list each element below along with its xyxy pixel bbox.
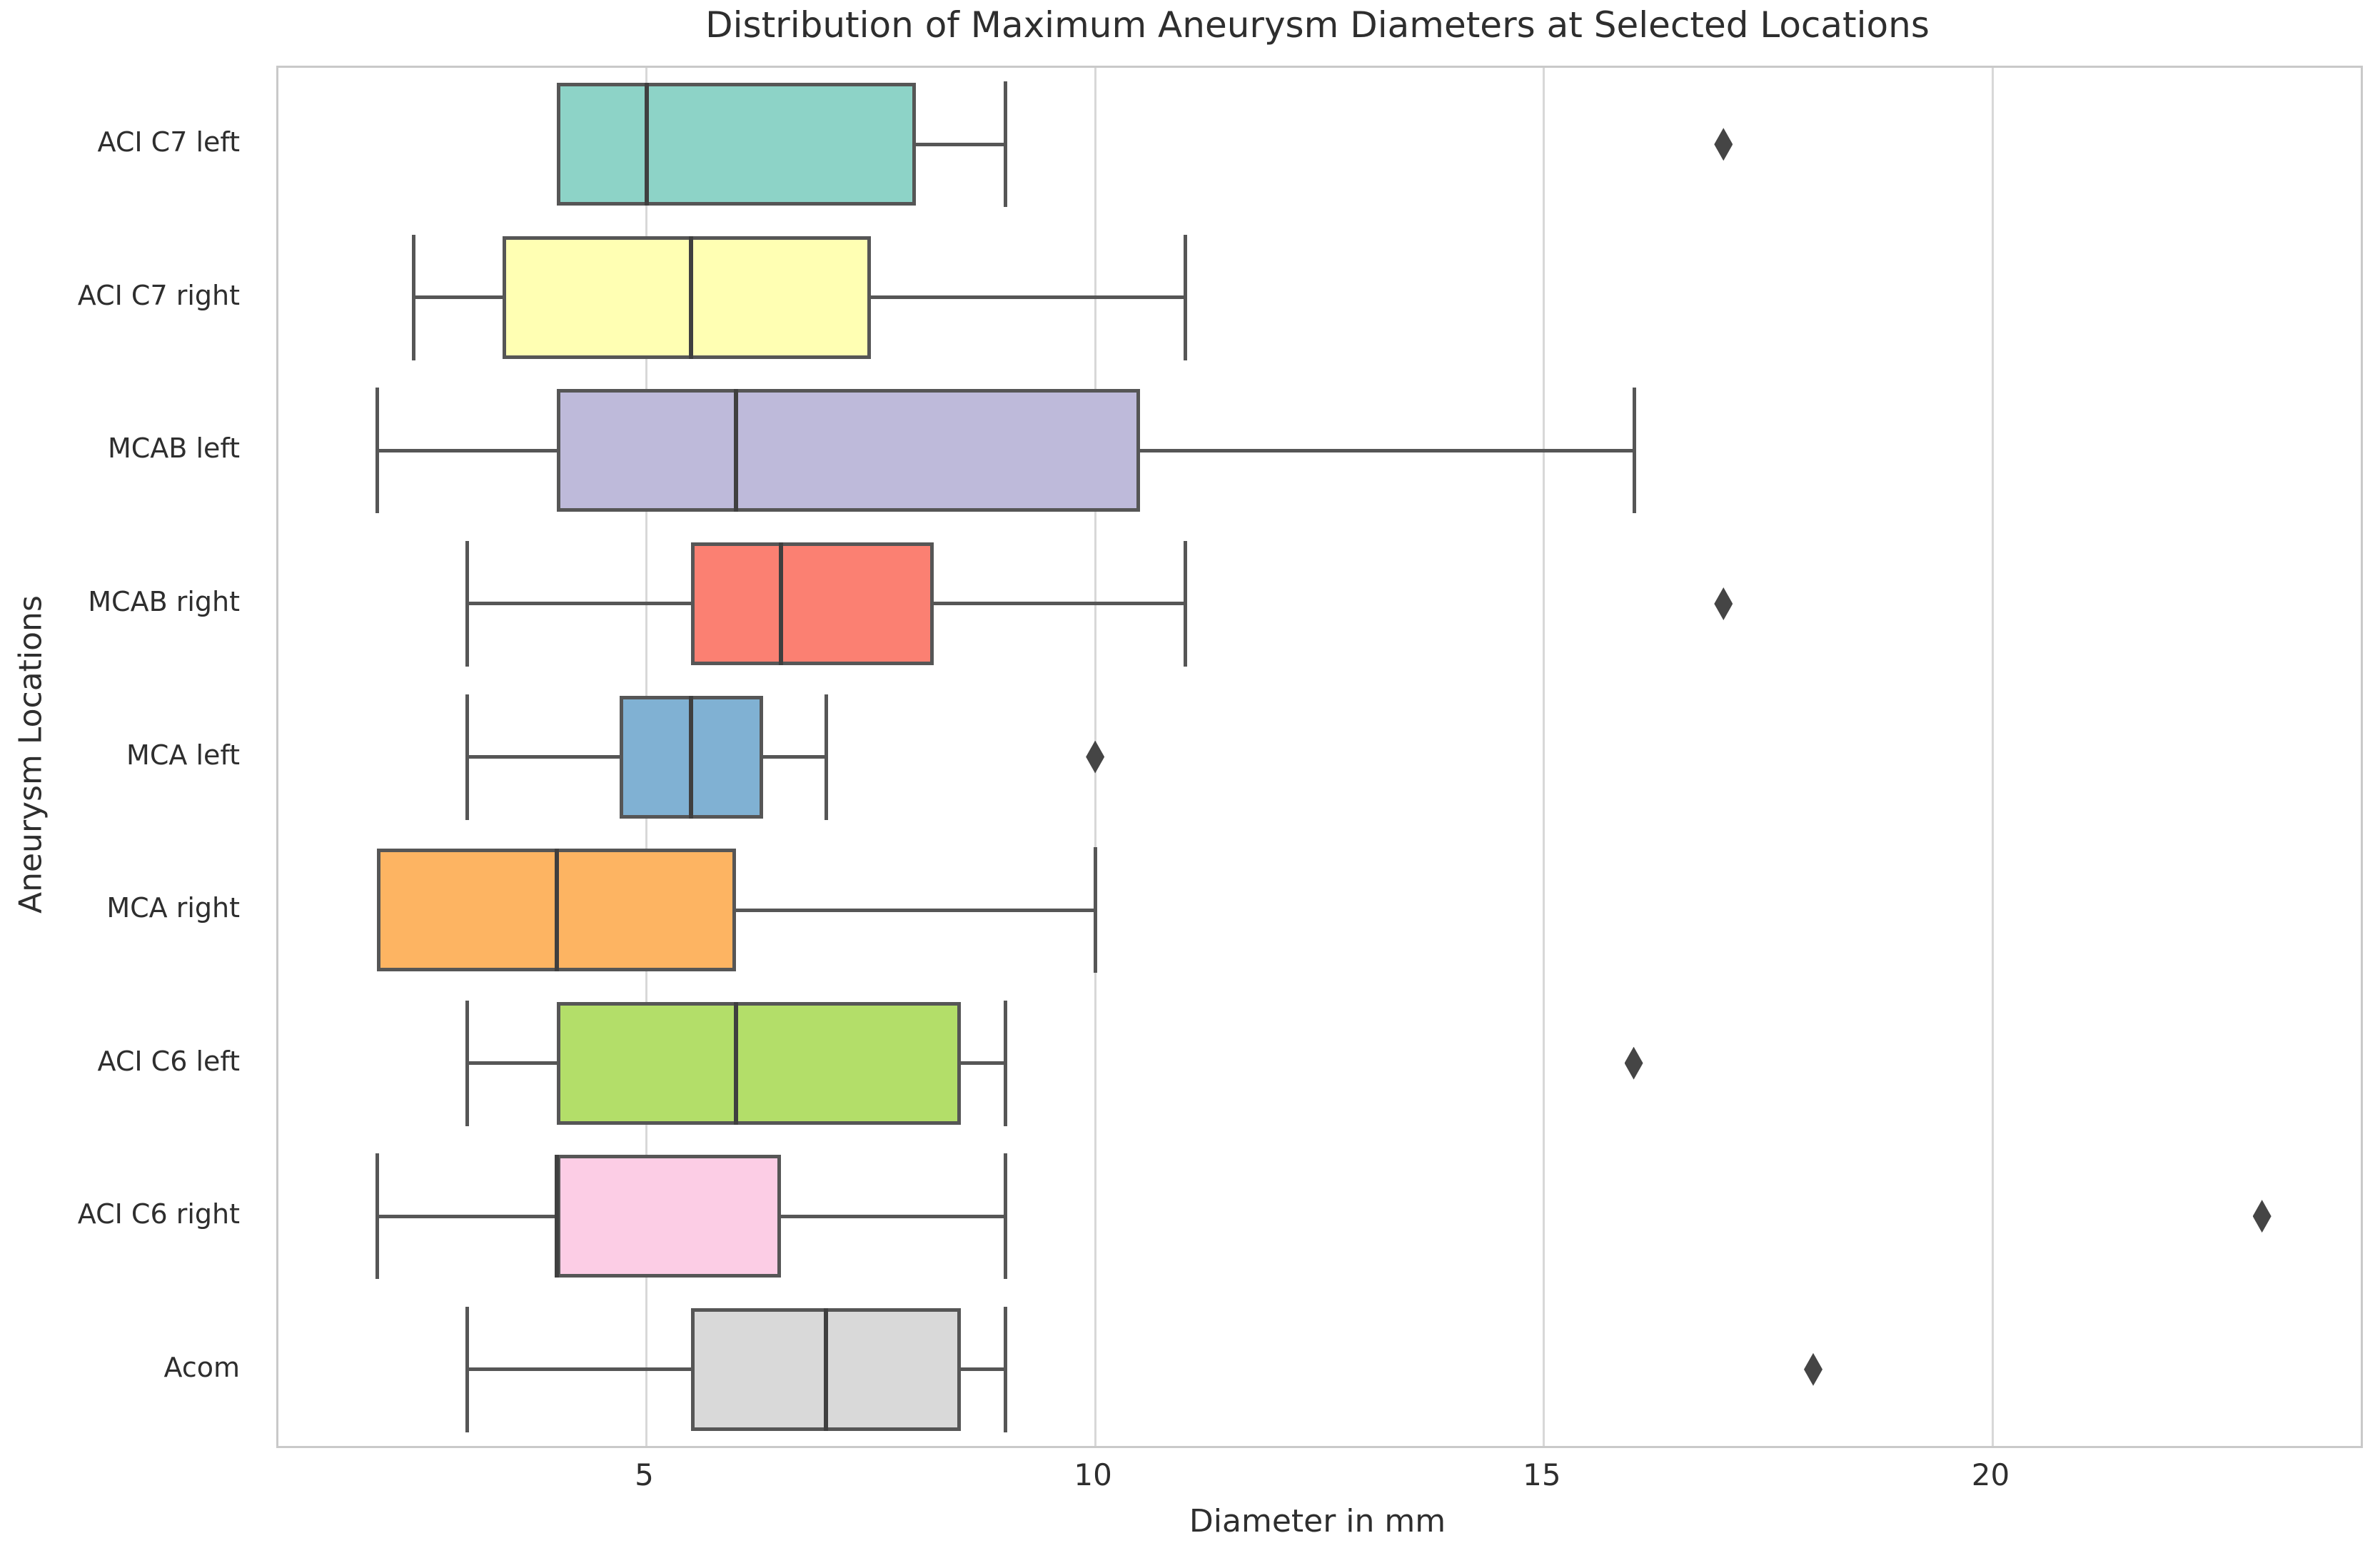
median-line	[779, 542, 784, 665]
median-line	[644, 83, 649, 206]
whisker-low	[377, 1214, 557, 1218]
outlier-marker	[1714, 128, 1733, 161]
gridline	[1543, 68, 1546, 1446]
whisker-cap-low	[411, 234, 415, 360]
whisker-cap-high	[1004, 1153, 1008, 1280]
whisker-high	[762, 755, 826, 759]
whisker-cap-high	[1632, 388, 1636, 514]
box	[556, 389, 1141, 512]
x-tick-label: 20	[1971, 1457, 2010, 1492]
box	[556, 1155, 782, 1278]
box	[503, 236, 871, 359]
whisker-cap-low	[375, 388, 380, 514]
x-tick-label: 5	[635, 1457, 654, 1492]
median-line	[689, 695, 694, 819]
whisker-low	[377, 448, 557, 452]
whisker-cap-high	[1183, 540, 1187, 667]
whisker-cap-high	[824, 694, 828, 820]
whisker-high	[915, 142, 1006, 146]
whisker-high	[933, 602, 1185, 606]
y-tick-label: MCA left	[126, 739, 240, 771]
whisker-low	[413, 295, 503, 300]
plot-area	[276, 66, 2363, 1448]
outlier-marker	[1624, 1046, 1643, 1080]
whisker-high	[960, 1367, 1006, 1372]
whisker-cap-high	[1094, 847, 1098, 973]
outlier-marker	[1804, 1352, 1823, 1386]
y-tick-label: ACI C6 left	[97, 1045, 240, 1077]
y-tick-label: ACI C7 right	[77, 279, 240, 311]
whisker-cap-low	[465, 1000, 470, 1126]
whisker-low	[467, 1367, 692, 1372]
outlier-marker	[2252, 1200, 2271, 1233]
box	[691, 542, 934, 665]
whisker-cap-low	[465, 540, 470, 667]
x-tick-label: 15	[1523, 1457, 1561, 1492]
whisker-high	[736, 908, 1096, 912]
median-line	[823, 1307, 828, 1431]
whisker-high	[1140, 448, 1634, 452]
whisker-low	[467, 602, 692, 606]
whisker-cap-low	[375, 1153, 380, 1280]
x-axis-label: Diameter in mm	[1189, 1503, 1446, 1539]
whisker-high	[870, 295, 1185, 300]
whisker-cap-high	[1004, 1000, 1008, 1126]
y-tick-label: MCAB right	[88, 585, 240, 617]
whisker-cap-low	[465, 1306, 470, 1432]
whisker-cap-high	[1004, 1306, 1008, 1432]
chart-title: Distribution of Maximum Aneurysm Diamete…	[705, 4, 1930, 46]
gridline	[1991, 68, 1994, 1446]
y-tick-label: Acom	[163, 1351, 241, 1383]
y-tick-label: MCA right	[106, 892, 240, 924]
median-line	[554, 1155, 559, 1278]
whisker-low	[467, 1061, 557, 1066]
whisker-cap-high	[1004, 81, 1008, 208]
whisker-cap-low	[465, 694, 470, 820]
y-tick-label: MCAB left	[107, 433, 240, 465]
box	[556, 83, 916, 206]
box	[556, 1001, 961, 1125]
median-line	[734, 389, 739, 512]
median-line	[689, 236, 694, 359]
whisker-high	[960, 1061, 1006, 1066]
y-tick-label: ACI C6 right	[77, 1198, 240, 1230]
y-tick-label: ACI C7 left	[97, 126, 240, 158]
x-tick-label: 10	[1074, 1457, 1112, 1492]
outlier-marker	[1714, 587, 1733, 620]
median-line	[734, 1001, 739, 1125]
whisker-high	[781, 1214, 1006, 1218]
median-line	[554, 849, 559, 972]
outlier-marker	[1086, 740, 1105, 774]
whisker-low	[467, 755, 620, 759]
whisker-cap-high	[1183, 234, 1187, 360]
